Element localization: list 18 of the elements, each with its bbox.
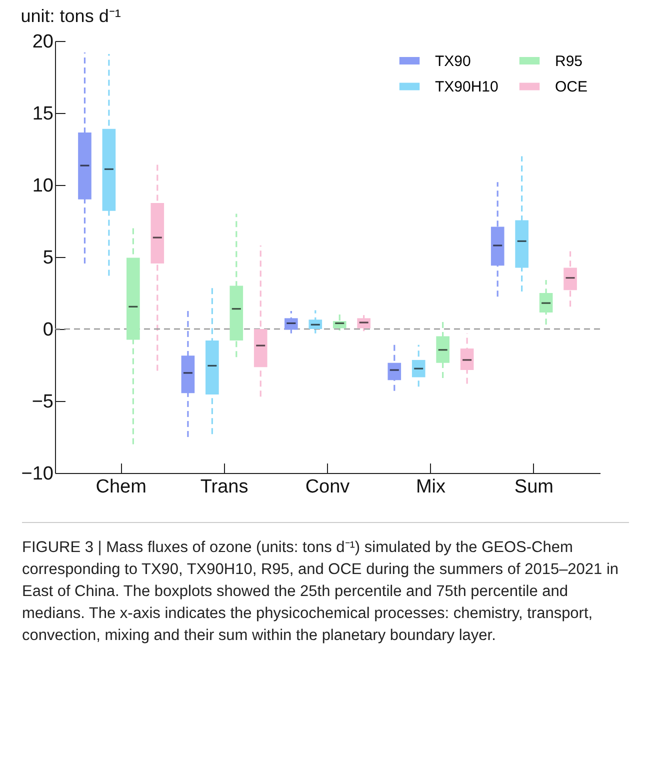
x-tick-label: Sum [514,476,554,498]
y-tick-label: 10 [32,176,54,196]
y-tick-label: −10 [21,464,54,484]
legend-label: TX90 [435,52,471,70]
y-tick-label: 20 [32,32,54,52]
y-tick-label: 15 [32,104,54,124]
legend-label: TX90H10 [435,78,498,96]
y-tick-label: −5 [32,392,54,412]
caption: FIGURE 3 | Mass fluxes of ozone (units: tons d⁻¹) simulated by the GEOS-Chem corresponding to TX90, TX90H10, R95, and OCE during the summers of 2015–2021 in East of China. The boxplots showed the 25th percentile and 75th percentile and medians. The x-axis indicates the physicochemical processes: chemistry, transport, convection, mixing and their sum within the planetary boundary layer. [22,538,620,646]
x-tick-label: Conv [305,476,350,498]
legend-label: OCE [555,78,588,96]
x-tick-label: Mix [416,476,446,498]
y-tick-label: 0 [42,320,54,340]
chart-title: unit: tons d⁻¹ [20,6,121,26]
x-tick-label: Trans [200,476,248,498]
y-tick-label: 5 [42,248,54,268]
legend-label: R95 [555,52,583,70]
x-tick-label: Chem [96,476,146,498]
